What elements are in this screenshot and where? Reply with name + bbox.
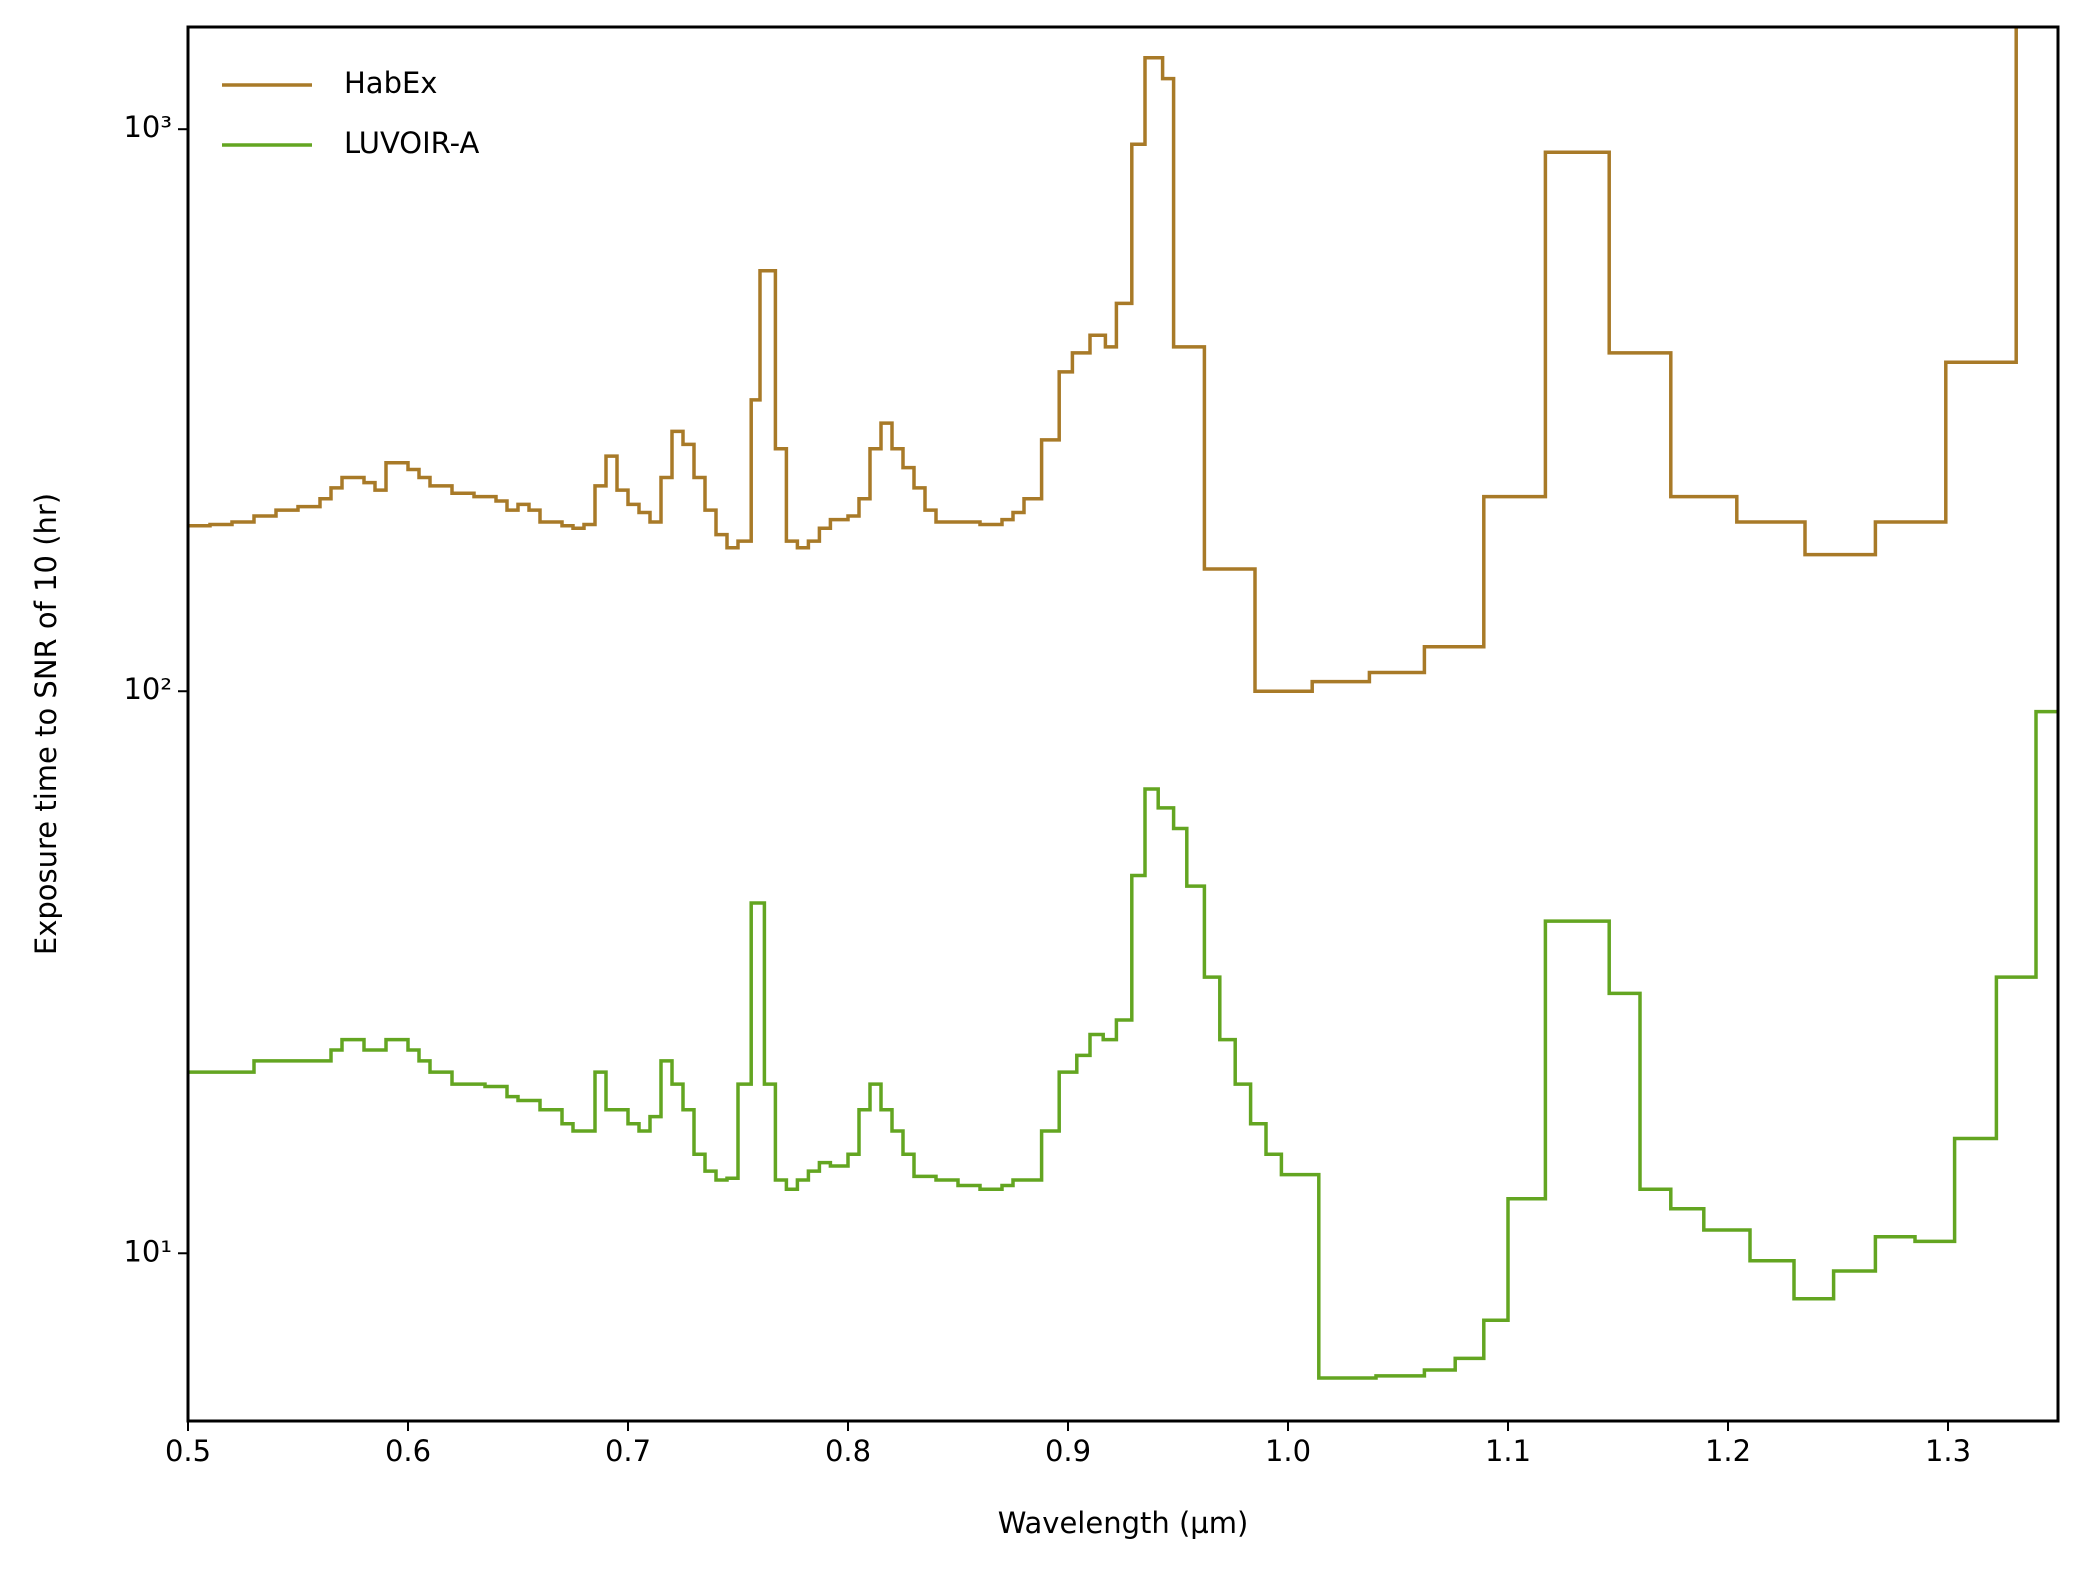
x-tick-label: 1.1 [1485,1434,1531,1468]
step-line [188,27,2018,693]
legend-label: LUVOIR-A [344,126,479,160]
x-tick-label: 0.9 [1045,1434,1091,1468]
plot-lines [188,27,2058,1380]
step-line [188,709,2058,1380]
x-axis-label: Wavelength (µm) [998,1506,1249,1540]
x-tick-label: 0.6 [385,1434,431,1468]
x-tick-label: 0.7 [605,1434,651,1468]
x-tick-label: 1.0 [1265,1434,1311,1468]
y-tick-label: 10² [123,672,172,706]
y-tick-label: 10³ [123,110,172,144]
x-tick-label: 1.2 [1705,1434,1751,1468]
x-tick-label: 1.3 [1925,1434,1971,1468]
x-tick-label: 0.8 [825,1434,871,1468]
plot-frame [186,25,2060,1423]
y-tick-label: 10¹ [123,1234,172,1268]
legend-label: HabEx [344,66,437,100]
x-tick-label: 0.5 [165,1434,211,1468]
y-axis-label: Exposure time to SNR of 10 (hr) [29,493,63,955]
